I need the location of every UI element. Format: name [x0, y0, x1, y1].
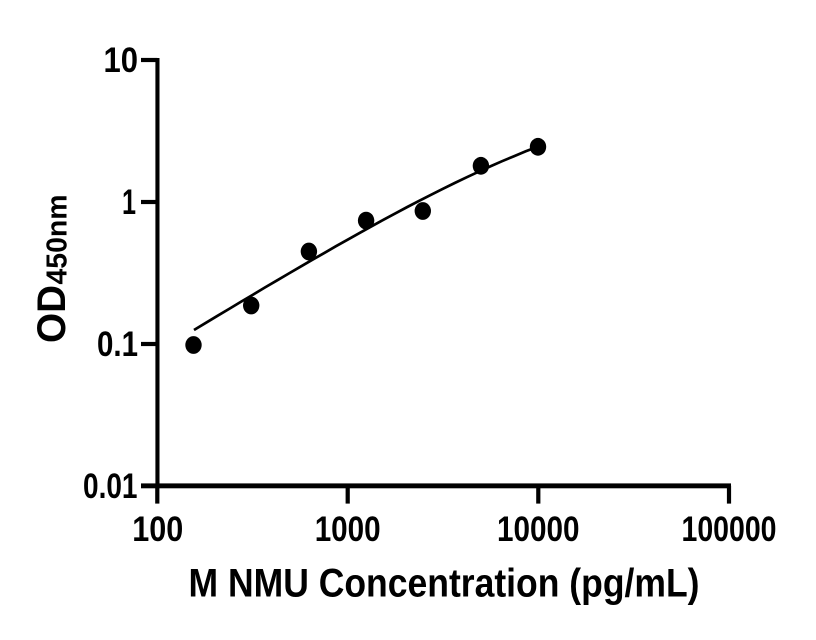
svg-text:OD: OD	[30, 285, 74, 343]
svg-text:0.1: 0.1	[97, 324, 138, 364]
svg-text:100000: 100000	[682, 509, 777, 549]
svg-text:1: 1	[122, 182, 136, 222]
svg-text:M NMU Concentration (pg/mL): M NMU Concentration (pg/mL)	[189, 562, 700, 606]
svg-text:0.01: 0.01	[83, 466, 138, 506]
svg-text:1000: 1000	[315, 509, 381, 549]
svg-text:10: 10	[104, 40, 139, 80]
svg-text:100: 100	[132, 509, 183, 549]
svg-text:10000: 10000	[497, 509, 580, 549]
svg-text:450nm: 450nm	[42, 195, 74, 285]
